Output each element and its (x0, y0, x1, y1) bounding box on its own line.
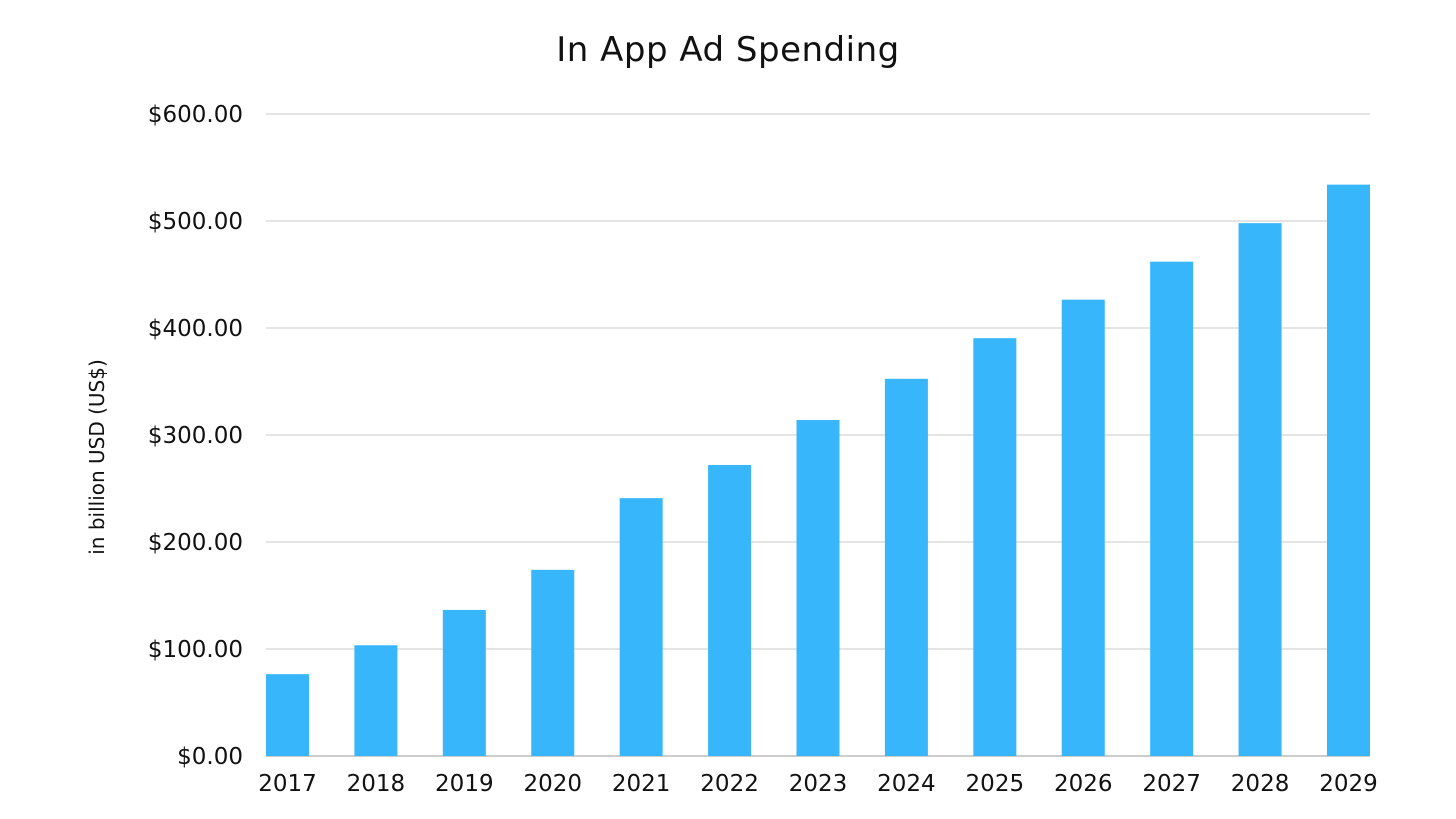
y-axis-tick-labels: $0.00 $100.00 $200.00 $300.00 $400.00 $500.00… (148, 102, 243, 770)
bar-2017 (266, 674, 309, 756)
bar-2024 (884, 378, 928, 756)
x-tick-label: 2027 (1142, 771, 1201, 797)
x-tick-label: 2022 (700, 771, 759, 797)
chart-title: In App Ad Spending (556, 30, 900, 70)
x-tick-label: 2020 (523, 771, 582, 797)
bar-2028 (1238, 223, 1282, 756)
y-tick-label: $200.00 (148, 530, 243, 556)
bar-2021 (619, 498, 663, 756)
y-axis-title: in billion USD (US$) (85, 359, 109, 555)
x-tick-label: 2018 (347, 771, 406, 797)
x-tick-label: 2028 (1231, 771, 1290, 797)
bar-2018 (354, 645, 398, 756)
y-tick-label: $400.00 (148, 316, 243, 342)
bars (266, 184, 1370, 756)
bar-2022 (708, 464, 752, 756)
x-tick-label: 2026 (1054, 771, 1113, 797)
y-tick-label: $500.00 (148, 209, 243, 235)
bar-2023 (796, 420, 840, 756)
x-tick-label: 2019 (435, 771, 494, 797)
y-tick-label: $300.00 (148, 423, 243, 449)
bar-2026 (1061, 299, 1105, 756)
x-axis-tick-labels: 2017 2018 2019 2020 2021 2022 2023 2024 2025 2026… (258, 771, 1378, 797)
x-tick-label: 2021 (612, 771, 671, 797)
bar-2027 (1150, 261, 1194, 756)
y-tick-label: $100.00 (148, 637, 243, 663)
bar-2020 (531, 569, 575, 756)
x-tick-label: 2024 (877, 771, 936, 797)
x-tick-label: 2029 (1319, 771, 1378, 797)
x-tick-label: 2023 (789, 771, 848, 797)
bar-2025 (973, 338, 1017, 756)
bar-2029 (1327, 184, 1370, 756)
x-tick-label: 2017 (258, 771, 317, 797)
y-tick-label: $0.00 (177, 744, 243, 770)
bar-2019 (442, 609, 486, 756)
y-tick-label: $600.00 (148, 102, 243, 128)
x-tick-label: 2025 (966, 771, 1025, 797)
